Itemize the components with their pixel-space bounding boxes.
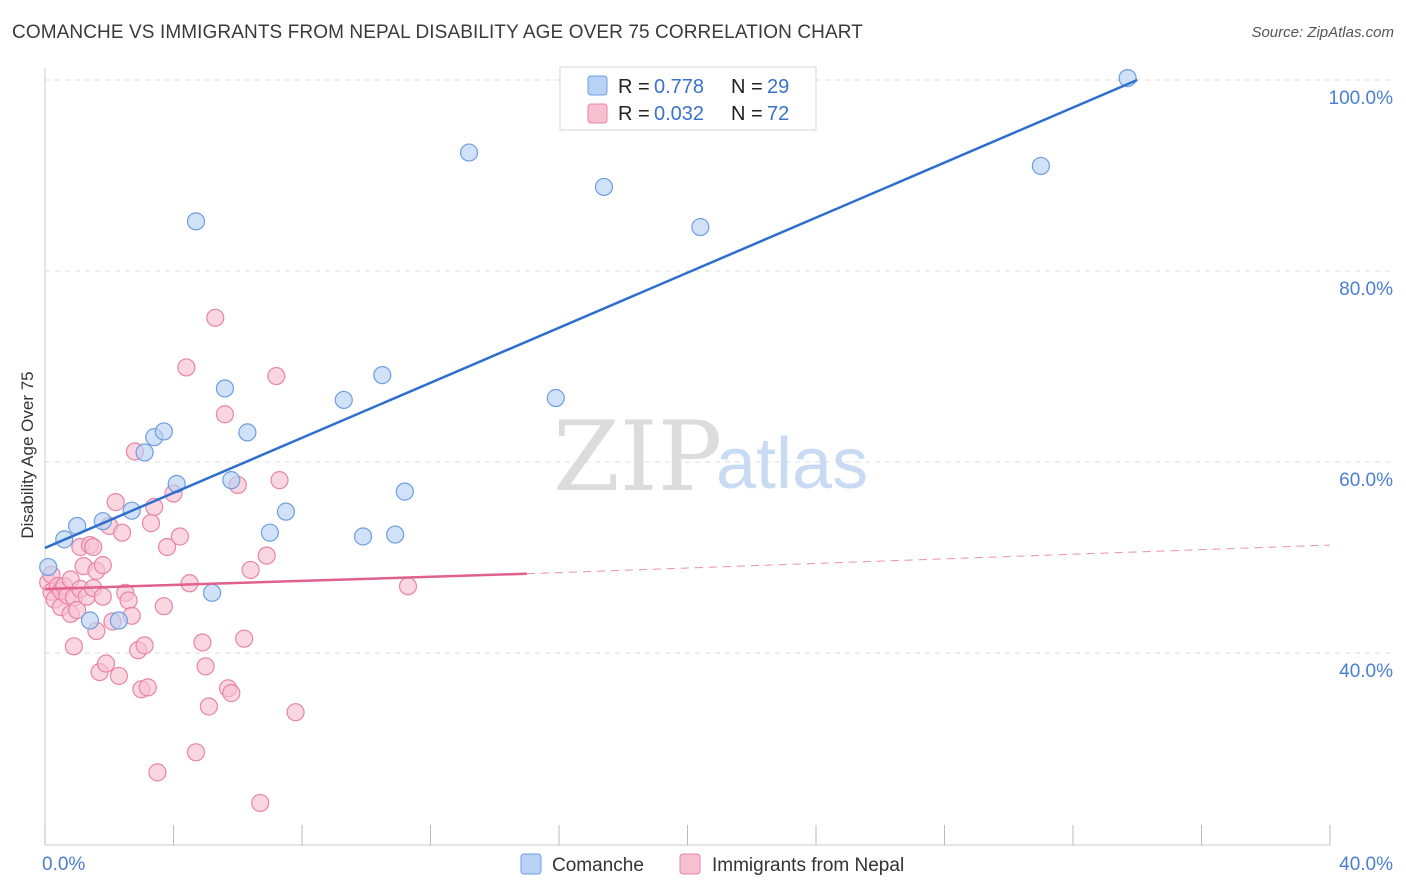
y-tick-label: 40.0% (1339, 661, 1393, 682)
comanche-point (353, 527, 373, 546)
bottom-legend-swatch-nepal (679, 853, 701, 875)
comanche-point (135, 443, 154, 462)
y-tick-label: 100.0% (1329, 88, 1394, 109)
nepal-point (106, 493, 125, 512)
nepal-point (222, 684, 241, 703)
nepal-point (119, 591, 138, 610)
comanche-point (238, 423, 257, 442)
nepal-point (157, 537, 177, 557)
comanche-point (186, 212, 206, 231)
nepal-point (196, 657, 215, 676)
legend-n-label-nepal: N = (731, 103, 763, 125)
nepal-trend-extension (526, 544, 1331, 575)
nepal-point (186, 743, 206, 762)
comanche-point (154, 422, 173, 441)
watermark-zip: ZIP (553, 401, 722, 513)
comanche-point (109, 611, 128, 630)
comanche-point (215, 379, 234, 398)
nepal-point (257, 546, 276, 565)
nepal-point (193, 633, 212, 652)
nepal-point (215, 405, 234, 424)
legend-n-value-comanche: 29 (767, 76, 789, 98)
chart-source: Source: ZipAtlas.com (1251, 24, 1394, 41)
watermark: ZIP atlas (553, 401, 868, 513)
nepal-point (154, 597, 173, 616)
nepal-point (112, 523, 132, 542)
nepal-point (109, 666, 128, 686)
legend-n-value-nepal: 72 (767, 103, 789, 125)
axes-layer: 40.0% 60.0% 80.0% 100.0% 0.0% 40.0% (42, 68, 1393, 875)
nepal-point (398, 577, 418, 596)
nepal-point (84, 537, 103, 557)
chart-title: COMANCHE VS IMMIGRANTS FROM NEPAL DISABI… (12, 22, 863, 43)
legend-n-label-comanche: N = (731, 76, 763, 98)
comanche-point (276, 502, 296, 521)
legend: R = 0.778 N = 29 R = 0.032 N = 72 (559, 66, 817, 131)
nepal-point (235, 629, 254, 648)
comanche-point (386, 525, 405, 544)
watermark-atlas: atlas (716, 424, 868, 504)
nepal-trend-line (44, 572, 527, 591)
x-tick-label-max: 40.0% (1339, 854, 1393, 875)
comanche-point (395, 482, 414, 501)
comanche-point (1031, 156, 1050, 176)
comanche-point (222, 471, 241, 490)
legend-r-value-nepal: 0.032 (654, 103, 704, 125)
comanche-point (373, 365, 392, 385)
nepal-point (148, 763, 167, 782)
comanche-point (691, 217, 710, 237)
legend-swatch-comanche (587, 75, 608, 96)
comanche-point (202, 583, 222, 602)
comanche-point (546, 388, 565, 408)
comanche-point (39, 557, 58, 577)
nepal-point (135, 636, 154, 655)
nepal-point (93, 587, 112, 606)
nepal-point (286, 703, 305, 722)
nepal-point (206, 308, 225, 327)
comanche-point (594, 177, 614, 197)
legend-r-value-comanche: 0.778 (654, 76, 704, 98)
trend-layer (44, 78, 1331, 591)
comanche-point (260, 523, 279, 542)
y-tick-label: 60.0% (1339, 470, 1393, 491)
legend-r-label-comanche: R = (618, 76, 650, 98)
bottom-legend-comanche: Comanche (552, 855, 644, 876)
comanche-point (459, 143, 479, 162)
nepal-point (93, 556, 112, 575)
nepal-point (270, 471, 289, 490)
x-tick-label-min: 0.0% (42, 854, 85, 875)
nepal-point (177, 358, 196, 377)
nepal-point (141, 514, 161, 533)
bottom-legend: Comanche Immigrants from Nepal (520, 853, 904, 876)
y-axis-label: Disability Age Over 75 (18, 371, 37, 538)
nepal-point (199, 697, 218, 716)
nepal-point (138, 678, 157, 697)
y-tick-label: 80.0% (1339, 279, 1393, 300)
comanche-point (80, 611, 100, 630)
comanche-point (334, 390, 353, 410)
bottom-legend-swatch-comanche (520, 853, 542, 875)
nepal-point (96, 654, 116, 673)
legend-r-label-nepal: R = (618, 103, 650, 125)
nepal-point (170, 527, 190, 546)
comanche-trend-line (44, 78, 1138, 550)
nepal-point (64, 637, 84, 656)
nepal-point (267, 366, 286, 386)
nepal-point (241, 560, 260, 580)
nepal-point (68, 600, 87, 620)
nepal-point (251, 793, 270, 813)
bottom-legend-nepal: Immigrants from Nepal (712, 855, 904, 876)
legend-swatch-nepal (587, 103, 608, 124)
points-layer (39, 68, 1137, 813)
